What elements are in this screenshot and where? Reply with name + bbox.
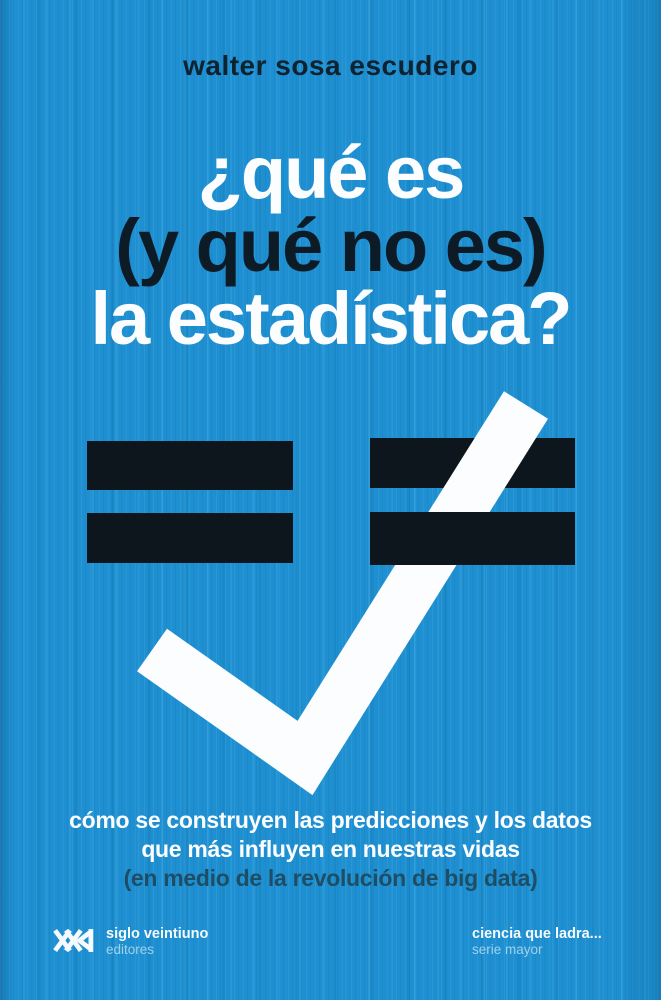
footer: siglo veintiuno editores ciencia que lad… xyxy=(0,924,661,984)
subtitle-line-2: que más influyen en nuestras vidas xyxy=(141,836,520,862)
siglo-xxi-logo-icon xyxy=(53,928,94,953)
title-line-3: la estadística? xyxy=(90,277,572,360)
title-line-1: ¿qué es xyxy=(197,131,466,214)
equals-icon xyxy=(87,441,293,563)
publisher-text: siglo veintiuno editores xyxy=(106,926,208,957)
publisher-block: siglo veintiuno editores xyxy=(52,926,208,957)
series-name: ciencia que ladra... xyxy=(472,926,602,942)
book-title: ¿qué es (y qué no es) la estadística? xyxy=(0,131,661,360)
publisher-sub: editores xyxy=(106,942,155,957)
equals-notequals-check-graphic xyxy=(87,391,575,796)
publisher-name: siglo veintiuno xyxy=(106,926,209,942)
subtitle: cómo se construyen las predicciones y lo… xyxy=(0,806,661,893)
series-sub: serie mayor xyxy=(472,942,543,957)
title-line-2: (y qué no es) xyxy=(115,204,547,287)
not-equals-lower-bar-icon xyxy=(370,512,575,565)
author-name: walter sosa escudero xyxy=(183,50,478,81)
subtitle-line-1: cómo se construyen las predicciones y lo… xyxy=(69,807,592,833)
subtitle-line-3: (en medio de la revolución de big data) xyxy=(123,865,538,891)
series-block: ciencia que ladra... serie mayor xyxy=(472,926,602,957)
